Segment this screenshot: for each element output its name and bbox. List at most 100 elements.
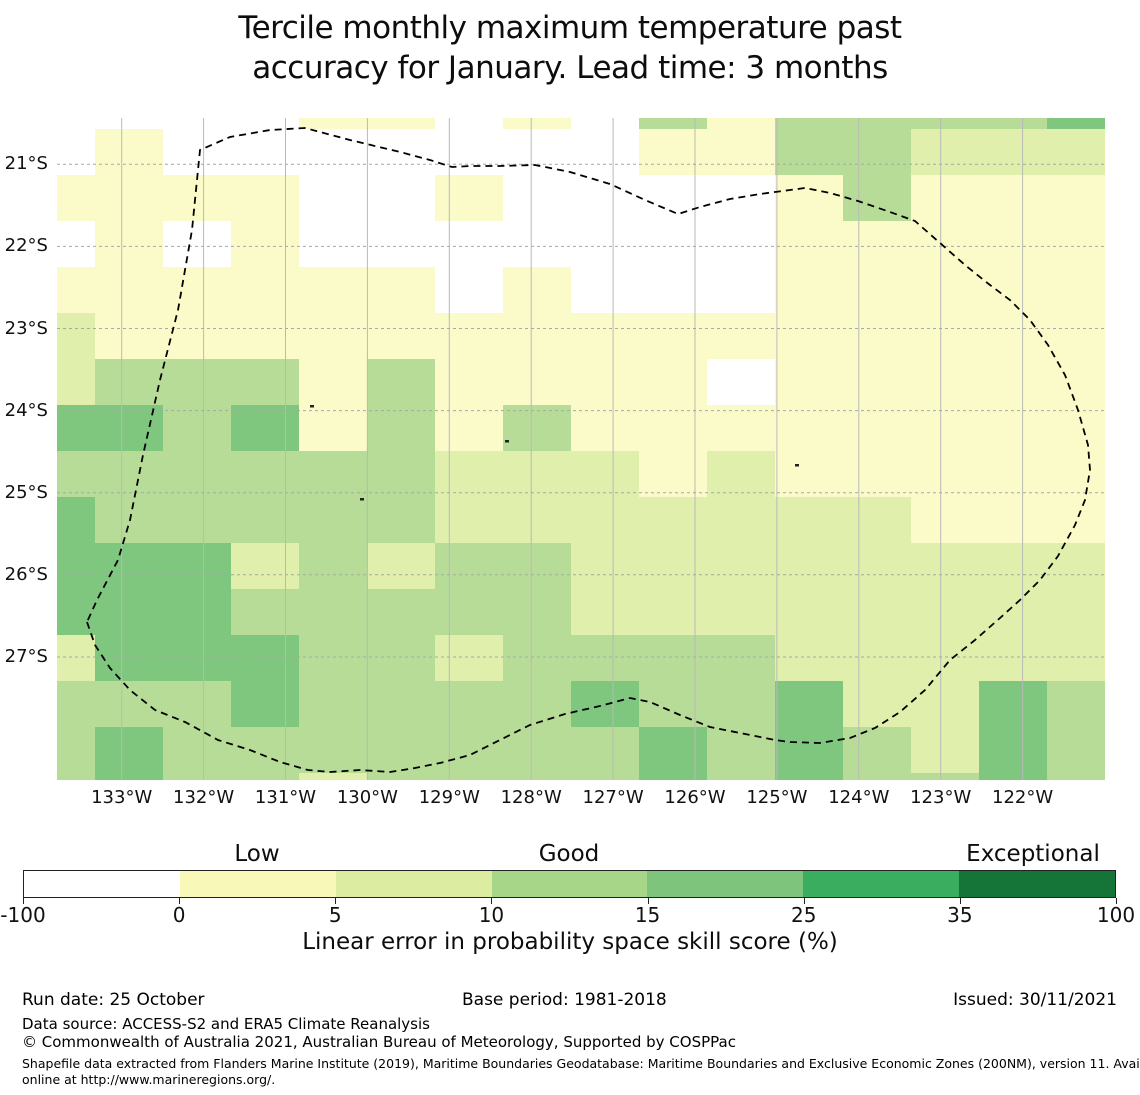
colorbar-tick-mark (179, 898, 181, 904)
map-cell (843, 267, 911, 313)
map-cell (571, 543, 639, 589)
map-cell (639, 118, 707, 129)
map-cell (1047, 405, 1105, 451)
y-tick-label: 21°S (4, 153, 48, 175)
map-cell (639, 773, 707, 780)
map-cell (95, 118, 163, 129)
map-cell (299, 221, 367, 267)
colorbar (23, 870, 1116, 898)
colorbar-tick-mark (491, 898, 493, 904)
map-cell (911, 359, 979, 405)
map-cell (843, 359, 911, 405)
colorbar-segment (24, 871, 180, 897)
island-mark (795, 464, 799, 467)
map-cell (299, 359, 367, 405)
map-cell (299, 267, 367, 313)
colorbar-category-label: Low (234, 841, 280, 867)
map-cell (231, 497, 299, 543)
map-cell (979, 405, 1047, 451)
map-cell (911, 313, 979, 359)
map-cell (435, 405, 503, 451)
map-cell (57, 635, 95, 681)
colorbar-tick-label: -100 (0, 903, 46, 927)
map-cell (843, 497, 911, 543)
map-cell (639, 313, 707, 359)
map-cell (57, 727, 95, 773)
map-cell (571, 267, 639, 313)
map-cell (843, 589, 911, 635)
map-cell (775, 405, 843, 451)
map-cell (367, 681, 435, 727)
map-cell (843, 129, 911, 175)
map-cell (231, 175, 299, 221)
map-cell (775, 635, 843, 681)
map-cell (163, 267, 231, 313)
map-cell (299, 543, 367, 589)
map-overlay (57, 118, 1105, 780)
map-cell (639, 359, 707, 405)
map-cell (843, 118, 911, 129)
map-cell (299, 313, 367, 359)
map-cell (571, 313, 639, 359)
map-cell (707, 635, 775, 681)
x-tick-label: 127°W (582, 787, 644, 808)
map-cell (367, 313, 435, 359)
map-cell (1047, 451, 1105, 497)
map-cell (775, 221, 843, 267)
map-cell (163, 359, 231, 405)
map-cell (775, 451, 843, 497)
map-cell (231, 118, 299, 129)
map-cell (231, 635, 299, 681)
map-cell (163, 497, 231, 543)
island-mark (310, 405, 314, 408)
map-cell (231, 589, 299, 635)
map-cell (979, 681, 1047, 727)
map-cell (435, 773, 503, 780)
map-cell (95, 681, 163, 727)
y-tick-label: 24°S (4, 399, 48, 421)
map-cell (707, 221, 775, 267)
map-cell (503, 451, 571, 497)
map-cell (57, 497, 95, 543)
map-cell (503, 129, 571, 175)
map-cell (911, 129, 979, 175)
map-cell (843, 405, 911, 451)
map-cell (503, 267, 571, 313)
map-cell (367, 451, 435, 497)
map-cell (299, 175, 367, 221)
map-cell (503, 543, 571, 589)
map-cell (707, 681, 775, 727)
colorbar-segment (491, 871, 648, 897)
x-tick-label: 133°W (91, 787, 153, 808)
map-cell (775, 267, 843, 313)
map-cell (843, 543, 911, 589)
map-cell (639, 451, 707, 497)
chart-title-line2: accuracy for January. Lead time: 3 month… (252, 50, 888, 86)
map-cell (1047, 497, 1105, 543)
map-cell (503, 118, 571, 129)
map-cell (1047, 635, 1105, 681)
map-cell (163, 727, 231, 773)
x-tick-label: 128°W (500, 787, 562, 808)
chart-title-line1: Tercile monthly maximum temperature past (238, 10, 902, 46)
map-cell (707, 589, 775, 635)
map-cell (503, 313, 571, 359)
map-cell (911, 589, 979, 635)
map-cell (95, 589, 163, 635)
map-cell (435, 129, 503, 175)
colorbar-tick-label: 5 (328, 903, 342, 927)
map-cell (1047, 773, 1105, 780)
map-cell (911, 543, 979, 589)
colorbar-tick-mark (803, 898, 805, 904)
map-plot-area (57, 118, 1105, 780)
map-cell (503, 175, 571, 221)
map-cell (503, 497, 571, 543)
map-cell (707, 129, 775, 175)
map-cell (57, 681, 95, 727)
map-cell (911, 267, 979, 313)
map-cell (163, 175, 231, 221)
map-cell (843, 773, 911, 780)
map-cell (503, 635, 571, 681)
map-cell (163, 405, 231, 451)
map-cell (231, 405, 299, 451)
